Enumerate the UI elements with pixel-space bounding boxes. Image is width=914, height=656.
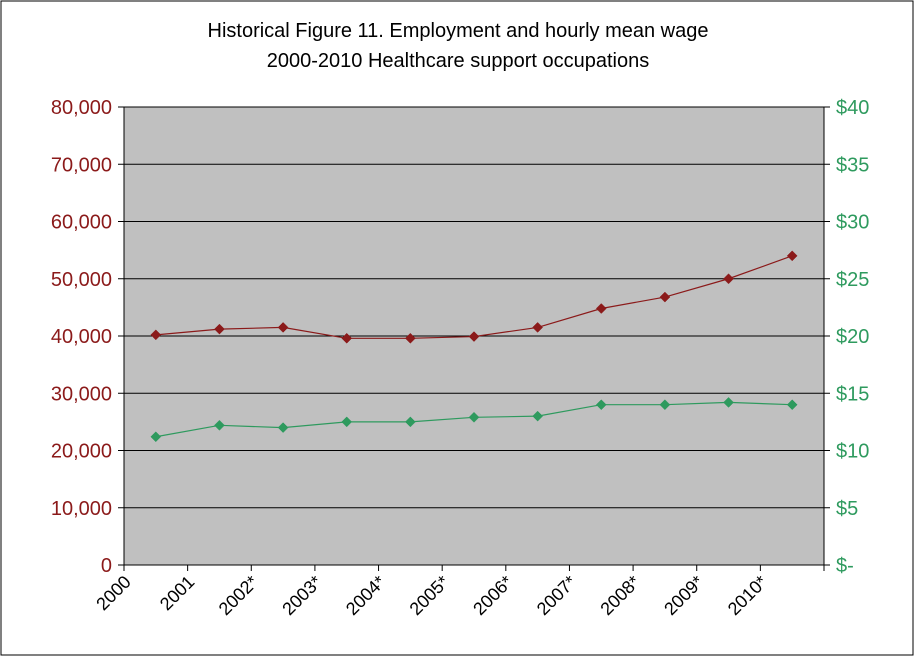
y-right-tick-label: $10: [836, 441, 869, 463]
series-2-point: [659, 399, 671, 411]
series-1-point: [468, 331, 480, 342]
y-right-tick-label: $15: [836, 383, 869, 405]
series-1-point: [723, 273, 734, 285]
chart-title-line-1: Historical Figure 11. Employment and hou…: [208, 20, 709, 42]
series-2-point: [405, 416, 416, 428]
series-2-point: [595, 399, 607, 411]
series-1-point: [405, 332, 416, 344]
y-right-tick-label: $40: [836, 97, 869, 119]
y-left-tick-label: 0: [101, 555, 112, 577]
series-1-point: [786, 250, 798, 262]
chart-title-line-2: 2000-2010 Healthcare support occupations: [267, 50, 649, 72]
series-2-point: [341, 416, 353, 428]
series-2-point: [532, 410, 543, 422]
series-1-point: [214, 323, 225, 335]
series-2-point: [277, 422, 289, 433]
series-1-point: [150, 329, 162, 341]
series-2-point: [214, 419, 225, 431]
plot-area: 0 $- 10,000 $5 20,000 $10 30,000 $15 40,000 $20 50…: [51, 97, 870, 619]
y-left-tick-label: 80,000: [51, 97, 112, 119]
y-right-tick-label: $20: [836, 326, 869, 348]
y-right-tick-label: $25: [836, 269, 869, 291]
series-1-point: [595, 303, 607, 314]
series-2-point: [468, 411, 480, 423]
series-2-point: [786, 399, 798, 411]
y-right-tick-label: $-: [836, 555, 854, 577]
series-1-point: [341, 332, 353, 344]
y-left-tick-label: 20,000: [51, 441, 112, 463]
series-1-point: [532, 322, 543, 333]
series-1-point: [659, 291, 671, 303]
series-1-point: [277, 322, 289, 333]
y-right-tick-label: $35: [836, 154, 869, 176]
y-right-tick-label: $30: [836, 212, 869, 234]
y-left-tick-label: 50,000: [51, 269, 112, 291]
y-left-tick-label: 40,000: [51, 326, 112, 348]
y-left-tick-label: 60,000: [51, 212, 112, 234]
series-2-point: [723, 397, 734, 408]
y-left-tick-label: 30,000: [51, 383, 112, 405]
series-2-point: [150, 431, 162, 443]
y-right-tick-label: $5: [836, 498, 858, 520]
y-left-tick-label: 70,000: [51, 154, 112, 176]
y-left-tick-label: 10,000: [51, 498, 112, 520]
